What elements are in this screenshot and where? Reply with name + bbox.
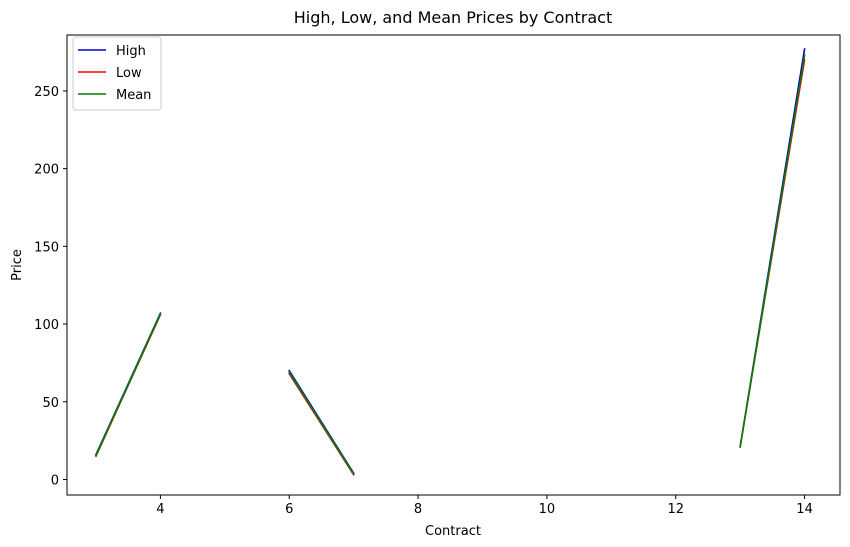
series-mean-segment-2 [288, 371, 355, 476]
x-axis-label: Contract [425, 524, 481, 539]
legend-label-high: High [116, 44, 146, 59]
x-tick-label: 6 [285, 502, 293, 517]
x-tick-label: 8 [414, 502, 422, 517]
x-axis: 4 6 8 10 12 14 [156, 495, 813, 517]
series-mean-segment-3 [739, 54, 806, 448]
y-axis-label: Price [10, 249, 25, 281]
y-tick-label: 150 [34, 240, 59, 255]
chart-title: High, Low, and Mean Prices by Contract [294, 8, 612, 27]
y-tick-label: 50 [42, 396, 59, 411]
x-tick-label: 14 [796, 502, 813, 517]
x-tick-label: 10 [539, 502, 556, 517]
y-tick-label: 100 [34, 318, 59, 333]
legend-label-low: Low [116, 66, 142, 81]
legend-label-mean: Mean [116, 88, 151, 103]
y-tick-label: 200 [34, 163, 59, 178]
series-mean-segment-1 [94, 312, 162, 457]
series-layer [94, 48, 806, 476]
x-tick-label: 4 [156, 502, 164, 517]
y-tick-label: 250 [34, 85, 59, 100]
y-axis: 0 50 100 150 200 250 [34, 85, 67, 488]
plot-area [66, 34, 841, 496]
x-tick-label: 12 [667, 502, 684, 517]
legend: High Low Mean [72, 36, 162, 111]
y-tick-label: 0 [51, 473, 59, 488]
legend-box [72, 36, 162, 111]
